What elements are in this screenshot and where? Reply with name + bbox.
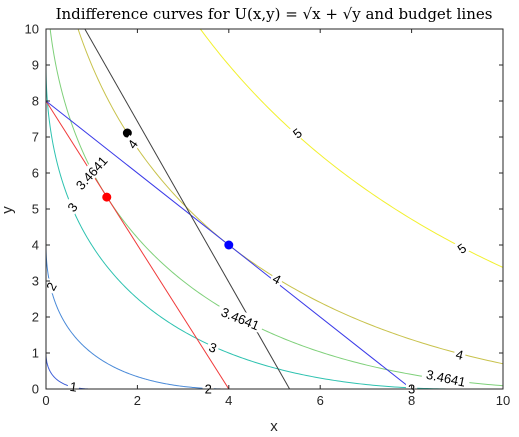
budget-line-1 xyxy=(46,100,230,389)
y-tick-label: 4 xyxy=(32,238,39,253)
y-tick-label: 7 xyxy=(32,130,39,145)
contour-label: 3 xyxy=(62,197,81,216)
y-tick-label: 9 xyxy=(32,58,39,73)
contour-label-background xyxy=(452,345,468,362)
contour-label: 4 xyxy=(123,134,141,153)
contour-label: 3 xyxy=(205,338,221,356)
plot-background xyxy=(46,29,503,389)
contour-label-background xyxy=(202,381,214,395)
y-tick-label: 6 xyxy=(32,166,39,181)
contour-label: 5 xyxy=(288,123,306,142)
optimal-point-2 xyxy=(224,240,234,250)
contour-label: 4 xyxy=(268,269,286,288)
x-tick-label: 2 xyxy=(134,393,141,408)
contour-label-background xyxy=(421,365,471,390)
y-tick-label: 5 xyxy=(32,202,39,217)
contour-label-background xyxy=(452,238,470,257)
x-tick-label: 6 xyxy=(317,393,324,408)
contour-label: 5 xyxy=(452,238,470,257)
indifference-curve-5 xyxy=(199,29,503,268)
contour-label-background xyxy=(66,378,81,394)
contour-label: 1 xyxy=(66,378,81,395)
x-tick-label: 0 xyxy=(42,393,49,408)
axis-ticks: 0 2 4 6 8 10 0 1 2 3 4 5 6 7 8 9 10 xyxy=(25,22,511,409)
y-tick-label: 8 xyxy=(32,94,39,109)
indifference-curve-3-4641 xyxy=(49,29,503,387)
y-tick-label: 2 xyxy=(32,310,39,325)
contour-label-background xyxy=(123,134,141,153)
x-tick-label: 4 xyxy=(225,393,232,408)
optimal-point-1 xyxy=(102,192,112,202)
contour-label-text: 1 xyxy=(69,379,78,395)
y-tick-label: 0 xyxy=(32,382,39,397)
indifference-curve-3 xyxy=(46,64,458,389)
x-tick-label: 8 xyxy=(408,393,415,408)
contour-label-background xyxy=(69,149,113,195)
x-tick-label: 10 xyxy=(496,393,510,408)
indifference-curves xyxy=(46,29,503,389)
contour-label-text: 3 xyxy=(207,339,219,356)
x-axis-label: x xyxy=(270,418,278,435)
contour-label-background xyxy=(268,269,286,288)
contour-label: 4 xyxy=(452,345,468,363)
y-tick-label: 3 xyxy=(32,274,39,289)
contour-label-background xyxy=(62,197,81,216)
indifference-curve-4 xyxy=(77,29,503,365)
contour-label-background xyxy=(205,338,221,356)
y-tick-label: 10 xyxy=(25,22,39,37)
contour-label-background xyxy=(215,302,266,334)
y-axis-label: y xyxy=(0,206,16,214)
y-tick-label: 1 xyxy=(32,346,39,361)
chart-title: Indifference curves for U(x,y) = √x + √y… xyxy=(56,5,493,23)
contour-label-background xyxy=(288,123,306,142)
contour-label-text: 4 xyxy=(454,347,465,363)
